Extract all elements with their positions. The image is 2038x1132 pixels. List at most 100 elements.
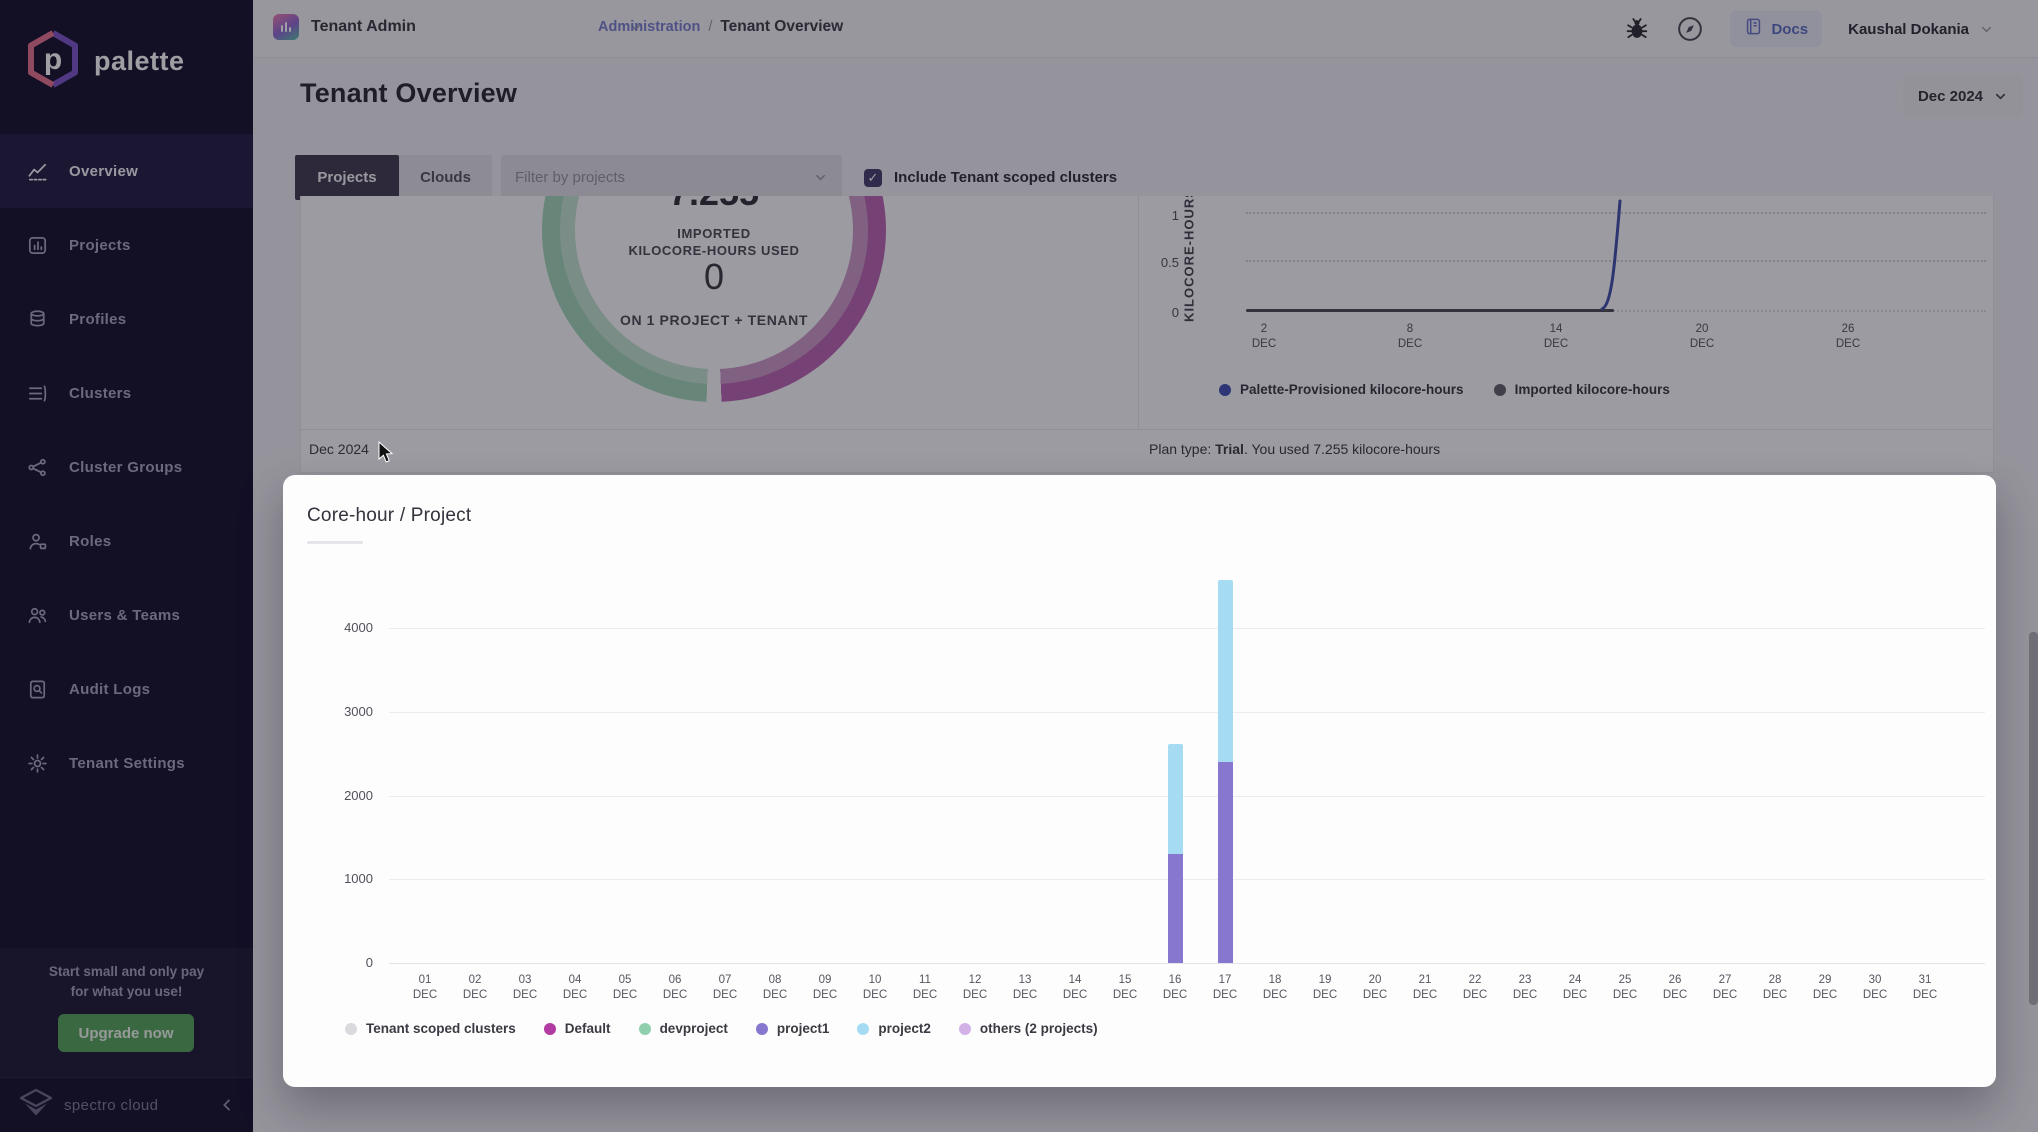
sidebar-item-label: Audit Logs xyxy=(69,680,151,698)
legend-dot-icon xyxy=(1219,383,1231,396)
bar-chart-x-tick: 06 DEC xyxy=(662,974,688,1001)
tab-clouds[interactable]: Clouds xyxy=(399,155,492,200)
projects-icon xyxy=(26,234,49,257)
bar-chart-x-tick: 26 DEC xyxy=(1662,974,1688,1001)
user-name: Kaushal Dokania xyxy=(1848,20,1969,38)
bar-segment-project1-dec17[interactable] xyxy=(1217,762,1233,963)
sidebar-footer: spectro cloud xyxy=(0,1077,253,1132)
line-chart-y-tick: 0.5 xyxy=(1160,255,1179,270)
spectro-cloud-logo-icon xyxy=(18,1088,54,1123)
sidebar-item-label: Profiles xyxy=(69,310,127,328)
kilocore-usage-card: 7.255 IMPORTED KILOCORE-HOURS USED 0 ON … xyxy=(300,196,1994,473)
upgrade-now-button[interactable]: Upgrade now xyxy=(58,1014,194,1052)
bar-chart-x-tick: 16 DEC xyxy=(1162,974,1188,1001)
docs-book-icon xyxy=(1744,17,1763,41)
bar-segment-project1-dec16[interactable] xyxy=(1167,854,1183,963)
clusters-icon xyxy=(26,382,49,405)
bar-segment-project2-dec17[interactable] xyxy=(1217,580,1233,762)
date-filter-button[interactable]: Dec 2024 xyxy=(1903,75,2023,117)
bar-chart-x-tick: 31 DEC xyxy=(1912,974,1938,1001)
sidebar-item-label: Projects xyxy=(69,236,131,254)
line-chart-y-tick: 0 xyxy=(1171,305,1179,320)
upsell-text-line1: Start small and only pay xyxy=(48,964,205,979)
sidebar-item-users-teams[interactable]: Users & Teams xyxy=(0,578,253,652)
legend-item[interactable]: Default xyxy=(543,1021,611,1036)
legend-item[interactable]: others (2 projects) xyxy=(958,1021,1098,1036)
legend-item[interactable]: project2 xyxy=(857,1021,931,1036)
usage-card-footer: Dec 2024 Plan type: Trial. You used 7.25… xyxy=(301,429,1993,472)
sidebar-item-projects[interactable]: Projects xyxy=(0,208,253,282)
tab-projects[interactable]: Projects xyxy=(295,155,399,200)
bar-chart-gridline xyxy=(389,628,1985,629)
page-title: Tenant Overview xyxy=(300,78,518,108)
legend-item[interactable]: project1 xyxy=(755,1021,829,1036)
sidebar-item-clusters[interactable]: Clusters xyxy=(0,356,253,430)
sidebar-item-tenant-settings[interactable]: Tenant Settings xyxy=(0,726,253,800)
legend-item[interactable]: Imported kilocore-hours xyxy=(1493,382,1670,397)
sidebar-item-audit-logs[interactable]: Audit Logs xyxy=(0,652,253,726)
legend-item[interactable]: Tenant scoped clusters xyxy=(345,1021,516,1036)
imported-series-line xyxy=(1246,309,1614,312)
legend-dot-icon xyxy=(1493,383,1506,396)
checkbox-checked-icon[interactable]: ✓ xyxy=(864,168,882,187)
docs-button[interactable]: Docs xyxy=(1730,11,1823,47)
plan-type-note: Plan type: Trial. You used 7.255 kilocor… xyxy=(1149,441,1441,457)
user-menu[interactable]: Kaushal Dokania xyxy=(1848,21,1994,38)
breadcrumb: Administration / Tenant Overview xyxy=(598,18,843,36)
legend-item[interactable]: Palette-Provisioned kilocore-hours xyxy=(1219,382,1464,397)
chevron-down-icon xyxy=(813,170,828,185)
explore-compass-icon[interactable] xyxy=(1676,15,1704,43)
kilocore-total-clipped: 7.255 xyxy=(614,196,814,214)
provisioned-series-line xyxy=(1600,199,1622,311)
bar-chart-x-tick: 15 DEC xyxy=(1112,974,1138,1001)
legend-label: Default xyxy=(564,1021,611,1036)
bar-chart-x-tick: 17 DEC xyxy=(1212,974,1238,1001)
legend-dot-icon xyxy=(345,1022,357,1035)
roles-icon xyxy=(26,530,49,553)
bar-chart-y-tick: 0 xyxy=(365,955,373,970)
sidebar-item-label: Cluster Groups xyxy=(69,458,183,476)
bar-chart-x-tick: 09 DEC xyxy=(812,974,838,1001)
audit-logs-icon xyxy=(26,678,49,701)
scope-selector[interactable]: Tenant Admin xyxy=(273,14,643,40)
scope-selector-label: Tenant Admin xyxy=(311,18,416,35)
line-chart-x-tick: 8 DEC xyxy=(1397,323,1423,350)
palette-logo-icon: p xyxy=(26,30,80,93)
bar-chart-y-tick: 1000 xyxy=(344,871,373,887)
chevron-down-icon xyxy=(1993,89,2008,104)
sidebar-item-overview[interactable]: Overview xyxy=(0,134,253,208)
line-chart-x-tick: 26 DEC xyxy=(1835,323,1861,350)
cluster-groups-icon xyxy=(26,456,49,479)
include-tenant-clusters-checkbox-row[interactable]: ✓ Include Tenant scoped clusters xyxy=(864,168,1117,187)
bar-segment-project2-dec16[interactable] xyxy=(1167,744,1183,855)
line-chart-x-tick: 20 DEC xyxy=(1689,323,1715,350)
date-filter-label: Dec 2024 xyxy=(1917,87,1984,105)
bar-chart-x-tick: 22 DEC xyxy=(1462,974,1488,1001)
bar-chart-x-tick: 14 DEC xyxy=(1062,974,1088,1001)
sidebar-collapse-button[interactable] xyxy=(219,1097,235,1113)
sidebar-item-profiles[interactable]: Profiles xyxy=(0,282,253,356)
bar-chart-x-tick: 25 DEC xyxy=(1612,974,1638,1001)
breadcrumb-administration-link[interactable]: Administration xyxy=(598,19,701,35)
bar-chart-x-tick: 08 DEC xyxy=(762,974,788,1001)
line-chart-x-tick: 14 DEC xyxy=(1543,323,1569,350)
spectro-cloud-label: spectro cloud xyxy=(64,1096,159,1114)
docs-button-label: Docs xyxy=(1771,20,1809,38)
vertical-scrollbar[interactable] xyxy=(2029,632,2038,1005)
filter-by-projects-select[interactable]: Filter by projects xyxy=(501,155,842,200)
sidebar-item-cluster-groups[interactable]: Cluster Groups xyxy=(0,430,253,504)
bar-chart-legend: Tenant scoped clusters Default devproject p… xyxy=(345,1021,1098,1036)
brand-logo[interactable]: p palette xyxy=(26,30,185,93)
donut-label-line1: IMPORTED xyxy=(677,226,751,241)
sidebar-item-roles[interactable]: Roles xyxy=(0,504,253,578)
bar-chart-y-tick: 3000 xyxy=(344,703,373,719)
legend-dot-icon xyxy=(958,1022,971,1035)
legend-item[interactable]: devproject xyxy=(638,1021,728,1036)
bug-report-icon[interactable] xyxy=(1624,16,1650,42)
legend-dot-icon xyxy=(755,1022,768,1035)
profiles-icon xyxy=(26,308,49,331)
donut-label-line2: KILOCORE-HOURS USED xyxy=(628,243,800,258)
bar-chart-x-tick: 21 DEC xyxy=(1412,974,1438,1001)
line-chart-y-tick: 1 xyxy=(1171,208,1179,223)
core-hour-project-card: Core-hour / Project 0 1000 2000 3000 4000 01 D… xyxy=(283,475,1996,1087)
